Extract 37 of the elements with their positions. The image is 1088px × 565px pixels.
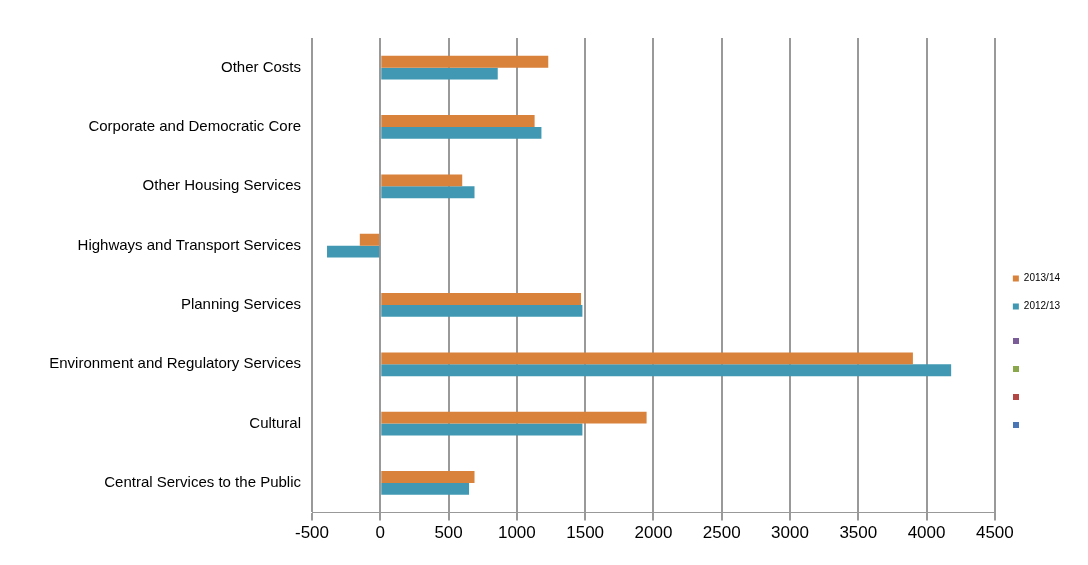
x-tick-label: 500 [434,523,463,543]
y-tick-label: Cultural [249,413,301,431]
x-tick-label: 3500 [839,523,878,543]
x-tick-label: 1000 [497,523,536,543]
bar [381,186,475,199]
y-tick-label: Corporate and Democratic Core [88,117,301,135]
bar [381,352,913,365]
legend-label: 2012/13 [1023,300,1061,312]
bar [381,482,470,495]
y-tick-label: Environment and Regulatory Services [49,354,301,372]
x-tick-label: 4000 [907,523,946,543]
y-tick-label: Other Costs [220,57,301,75]
bar [327,245,380,258]
bar [381,55,549,68]
bar [381,115,535,127]
bar [381,471,475,483]
bar [381,364,952,377]
x-tick-label: 2000 [634,523,673,543]
legend-label: 2013/14 [1023,272,1061,284]
x-tick-label: 4500 [975,523,1014,543]
bar [381,67,498,80]
x-tick-label: -500 [294,523,330,543]
x-tick-label: 1500 [566,523,605,543]
bar [381,293,582,305]
y-tick-label: Other Housing Services [142,176,301,194]
bar [381,126,542,139]
x-tick-label: 0 [375,523,386,543]
bar [381,423,583,436]
x-tick-label: 2500 [702,523,741,543]
bar [381,411,647,424]
bar [381,174,463,187]
y-tick-label: Highways and Transport Services [77,235,301,253]
y-tick-label: Planning Services [180,295,301,313]
x-tick-label: 3000 [771,523,809,543]
bar [359,233,380,246]
y-tick-label: Central Services to the Public [104,473,302,491]
bar [381,304,583,317]
